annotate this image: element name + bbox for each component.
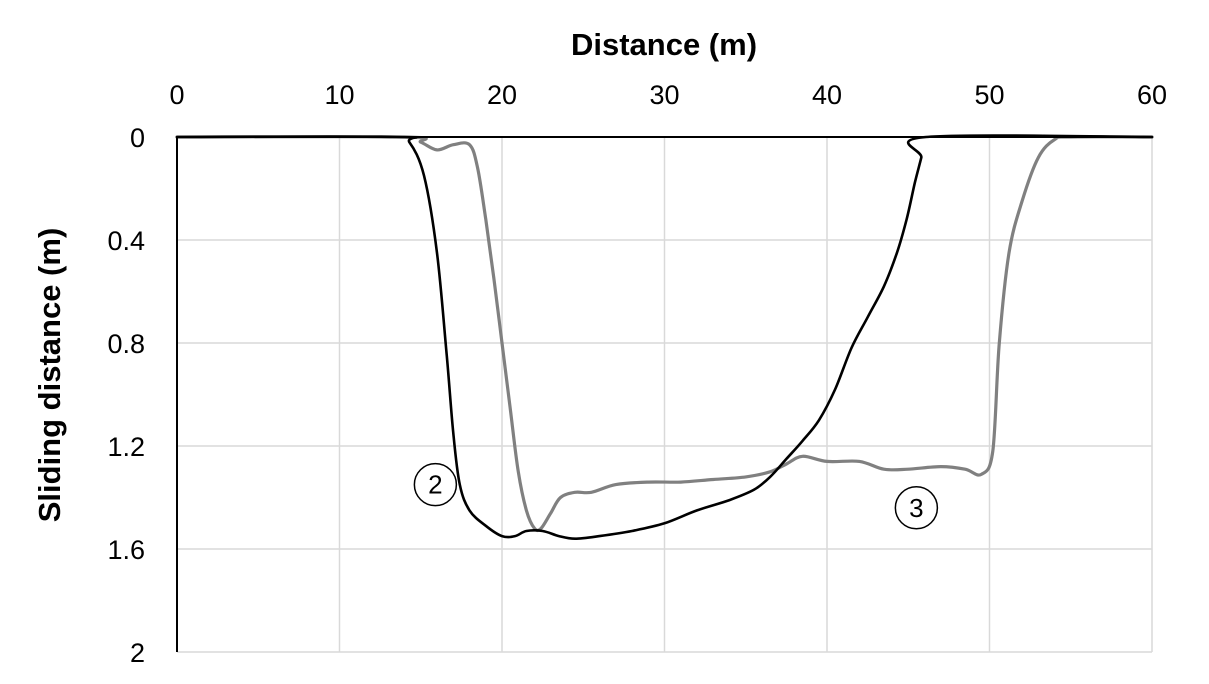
y-tick-label-0: 0	[130, 123, 145, 153]
series-layer	[175, 134, 1154, 540]
x-tick-label-50: 50	[974, 80, 1004, 110]
x-tick-label-40: 40	[812, 80, 842, 110]
series-marker-circle-3	[894, 486, 939, 530]
label-layer: 23	[413, 462, 939, 530]
axis-layer: 0 10 20 30 40 50 60 0 0.4 0.8 1.2 1.6 2	[107, 80, 1167, 668]
y-tick-label-0.8: 0.8	[107, 329, 145, 359]
series-marker-label-2: 2	[428, 470, 442, 500]
y-tick-label-1.2: 1.2	[107, 432, 145, 462]
grid-layer	[177, 137, 1153, 653]
series-line-3	[175, 135, 1154, 533]
x-tick-label-20: 20	[487, 80, 517, 110]
series-marker-2: 2	[413, 462, 458, 507]
x-tick-label-0: 0	[169, 80, 184, 110]
y-axis-title: Sliding distance (m)	[32, 228, 67, 523]
y-tick-label-1.6: 1.6	[107, 535, 145, 565]
x-tick-label-30: 30	[649, 80, 679, 110]
x-axis-title: Distance (m)	[571, 27, 757, 62]
series-marker-3: 3	[894, 486, 939, 530]
x-tick-label-60: 60	[1137, 80, 1167, 110]
series-marker-label-3: 3	[909, 493, 923, 523]
y-tick-label-0.4: 0.4	[107, 226, 145, 256]
series-marker-circle-2	[413, 462, 458, 507]
x-tick-label-10: 10	[324, 80, 354, 110]
series-line-2	[175, 134, 1154, 540]
y-tick-label-2: 2	[130, 638, 145, 668]
